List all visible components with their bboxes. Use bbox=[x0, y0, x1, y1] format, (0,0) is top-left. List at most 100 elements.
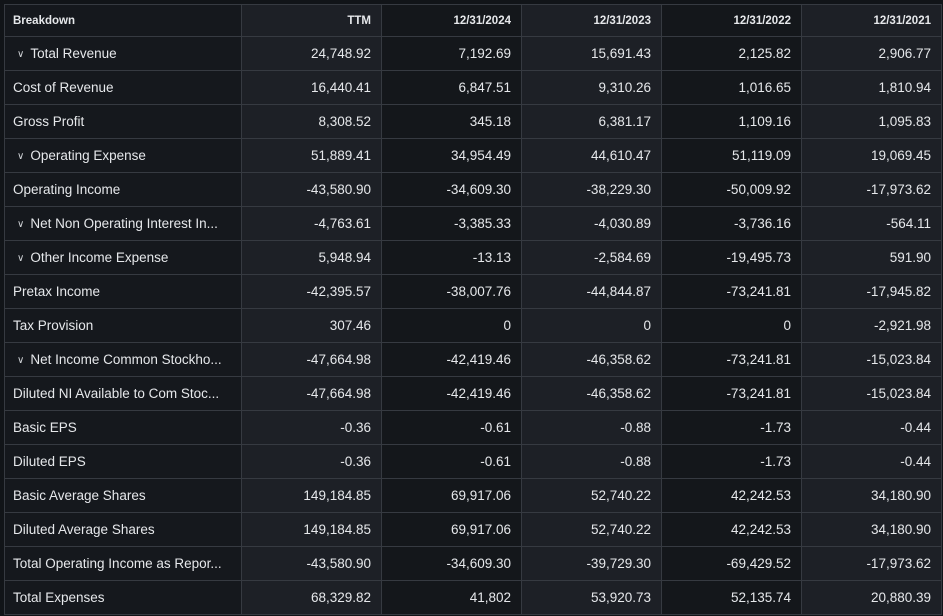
value-cell: 19,069.45 bbox=[801, 138, 942, 173]
table-row: Basic EPS -0.36 -0.61 -0.88 -1.73 -0.44 bbox=[4, 410, 942, 445]
row-label-cell: Cost of Revenue bbox=[4, 70, 242, 105]
row-label-cell[interactable]: ∨ Operating Expense bbox=[4, 138, 242, 173]
value-cell: 0 bbox=[381, 308, 522, 343]
row-label-cell[interactable]: ∨ Total Revenue bbox=[4, 36, 242, 71]
value-cell: 52,740.22 bbox=[521, 512, 662, 547]
row-label: Basic EPS bbox=[13, 420, 77, 435]
header-period: TTM bbox=[241, 4, 382, 37]
row-label: Diluted NI Available to Com Stoc... bbox=[13, 386, 220, 401]
value-cell: 51,889.41 bbox=[241, 138, 382, 173]
value-cell: 6,847.51 bbox=[381, 70, 522, 105]
table-row: Cost of Revenue 16,440.41 6,847.51 9,310.26… bbox=[4, 70, 942, 105]
value-cell: -4,030.89 bbox=[521, 206, 662, 241]
row-label-cell: Total Expenses bbox=[4, 580, 242, 615]
value-cell: 591.90 bbox=[801, 240, 942, 275]
value-cell: 69,917.06 bbox=[381, 478, 522, 513]
value-cell: -3,736.16 bbox=[661, 206, 802, 241]
chevron-down-icon[interactable]: ∨ bbox=[17, 151, 25, 162]
value-cell: 6,381.17 bbox=[521, 104, 662, 139]
value-cell: -0.44 bbox=[801, 410, 942, 445]
row-label: Diluted Average Shares bbox=[13, 522, 155, 537]
value-cell: 2,125.82 bbox=[661, 36, 802, 71]
value-cell: -15,023.84 bbox=[801, 376, 942, 411]
value-cell: -43,580.90 bbox=[241, 546, 382, 581]
row-label-cell[interactable]: ∨ Other Income Expense bbox=[4, 240, 242, 275]
table-row[interactable]: ∨ Operating Expense 51,889.41 34,954.49 44,6… bbox=[4, 138, 942, 173]
value-cell: 345.18 bbox=[381, 104, 522, 139]
table-row[interactable]: ∨ Total Revenue 24,748.92 7,192.69 15,691.43… bbox=[4, 36, 942, 71]
row-label: Pretax Income bbox=[13, 284, 101, 299]
value-cell: 149,184.85 bbox=[241, 512, 382, 547]
value-cell: -1.73 bbox=[661, 444, 802, 479]
row-label-cell: Tax Provision bbox=[4, 308, 242, 343]
row-label: Diluted EPS bbox=[13, 454, 86, 469]
value-cell: -4,763.61 bbox=[241, 206, 382, 241]
row-label: Tax Provision bbox=[13, 318, 94, 333]
row-label: Gross Profit bbox=[13, 114, 85, 129]
value-cell: -44,844.87 bbox=[521, 274, 662, 309]
value-cell: -2,584.69 bbox=[521, 240, 662, 275]
value-cell: 52,740.22 bbox=[521, 478, 662, 513]
chevron-down-icon[interactable]: ∨ bbox=[17, 219, 25, 230]
row-label: Net Income Common Stockho... bbox=[30, 352, 222, 367]
row-label: Basic Average Shares bbox=[13, 488, 146, 503]
table-row[interactable]: ∨ Other Income Expense 5,948.94 -13.13 -2,58… bbox=[4, 240, 942, 275]
value-cell: 42,242.53 bbox=[661, 478, 802, 513]
value-cell: 34,954.49 bbox=[381, 138, 522, 173]
value-cell: 1,810.94 bbox=[801, 70, 942, 105]
value-cell: 15,691.43 bbox=[521, 36, 662, 71]
value-cell: -46,358.62 bbox=[521, 376, 662, 411]
value-cell: -34,609.30 bbox=[381, 546, 522, 581]
value-cell: -0.36 bbox=[241, 410, 382, 445]
value-cell: -42,419.46 bbox=[381, 376, 522, 411]
row-label-cell: Pretax Income bbox=[4, 274, 242, 309]
financials-table: Breakdown TTM 12/31/2024 12/31/2023 12/31/20… bbox=[4, 4, 942, 615]
table-row: Diluted NI Available to Com Stoc... -47,6… bbox=[4, 376, 942, 411]
value-cell: -42,419.46 bbox=[381, 342, 522, 377]
chevron-down-icon[interactable]: ∨ bbox=[17, 253, 25, 264]
header-breakdown: Breakdown bbox=[4, 4, 242, 37]
value-cell: -0.88 bbox=[521, 410, 662, 445]
value-cell: 68,329.82 bbox=[241, 580, 382, 615]
row-label: Total Operating Income as Repor... bbox=[13, 556, 222, 571]
row-label: Operating Expense bbox=[30, 148, 146, 163]
value-cell: 53,920.73 bbox=[521, 580, 662, 615]
header-period: 12/31/2022 bbox=[661, 4, 802, 37]
value-cell: 2,906.77 bbox=[801, 36, 942, 71]
row-label-cell[interactable]: ∨ Net Non Operating Interest In... bbox=[4, 206, 242, 241]
value-cell: 42,242.53 bbox=[661, 512, 802, 547]
value-cell: -0.44 bbox=[801, 444, 942, 479]
value-cell: 20,880.39 bbox=[801, 580, 942, 615]
row-label-cell: Diluted NI Available to Com Stoc... bbox=[4, 376, 242, 411]
value-cell: 149,184.85 bbox=[241, 478, 382, 513]
row-label-cell: Basic EPS bbox=[4, 410, 242, 445]
value-cell: -2,921.98 bbox=[801, 308, 942, 343]
value-cell: 41,802 bbox=[381, 580, 522, 615]
value-cell: -0.61 bbox=[381, 410, 522, 445]
value-cell: 52,135.74 bbox=[661, 580, 802, 615]
value-cell: -47,664.98 bbox=[241, 342, 382, 377]
value-cell: 1,109.16 bbox=[661, 104, 802, 139]
table-row: Total Operating Income as Repor... -43,58… bbox=[4, 546, 942, 581]
table-row: Gross Profit 8,308.52 345.18 6,381.17 1,109.… bbox=[4, 104, 942, 139]
value-cell: -38,229.30 bbox=[521, 172, 662, 207]
value-cell: 16,440.41 bbox=[241, 70, 382, 105]
row-label-cell: Basic Average Shares bbox=[4, 478, 242, 513]
chevron-down-icon[interactable]: ∨ bbox=[17, 355, 25, 366]
value-cell: -13.13 bbox=[381, 240, 522, 275]
row-label-cell: Diluted EPS bbox=[4, 444, 242, 479]
value-cell: -47,664.98 bbox=[241, 376, 382, 411]
value-cell: -73,241.81 bbox=[661, 274, 802, 309]
value-cell: -43,580.90 bbox=[241, 172, 382, 207]
chevron-down-icon[interactable]: ∨ bbox=[17, 49, 25, 60]
table-row[interactable]: ∨ Net Income Common Stockho... -47,664.98-… bbox=[4, 342, 942, 377]
row-label-cell[interactable]: ∨ Net Income Common Stockho... bbox=[4, 342, 242, 377]
value-cell: -50,009.92 bbox=[661, 172, 802, 207]
table-row[interactable]: ∨ Net Non Operating Interest In... -4,763.… bbox=[4, 206, 942, 241]
value-cell: -564.11 bbox=[801, 206, 942, 241]
value-cell: -17,973.62 bbox=[801, 172, 942, 207]
value-cell: -19,495.73 bbox=[661, 240, 802, 275]
value-cell: 307.46 bbox=[241, 308, 382, 343]
value-cell: 44,610.47 bbox=[521, 138, 662, 173]
value-cell: -1.73 bbox=[661, 410, 802, 445]
